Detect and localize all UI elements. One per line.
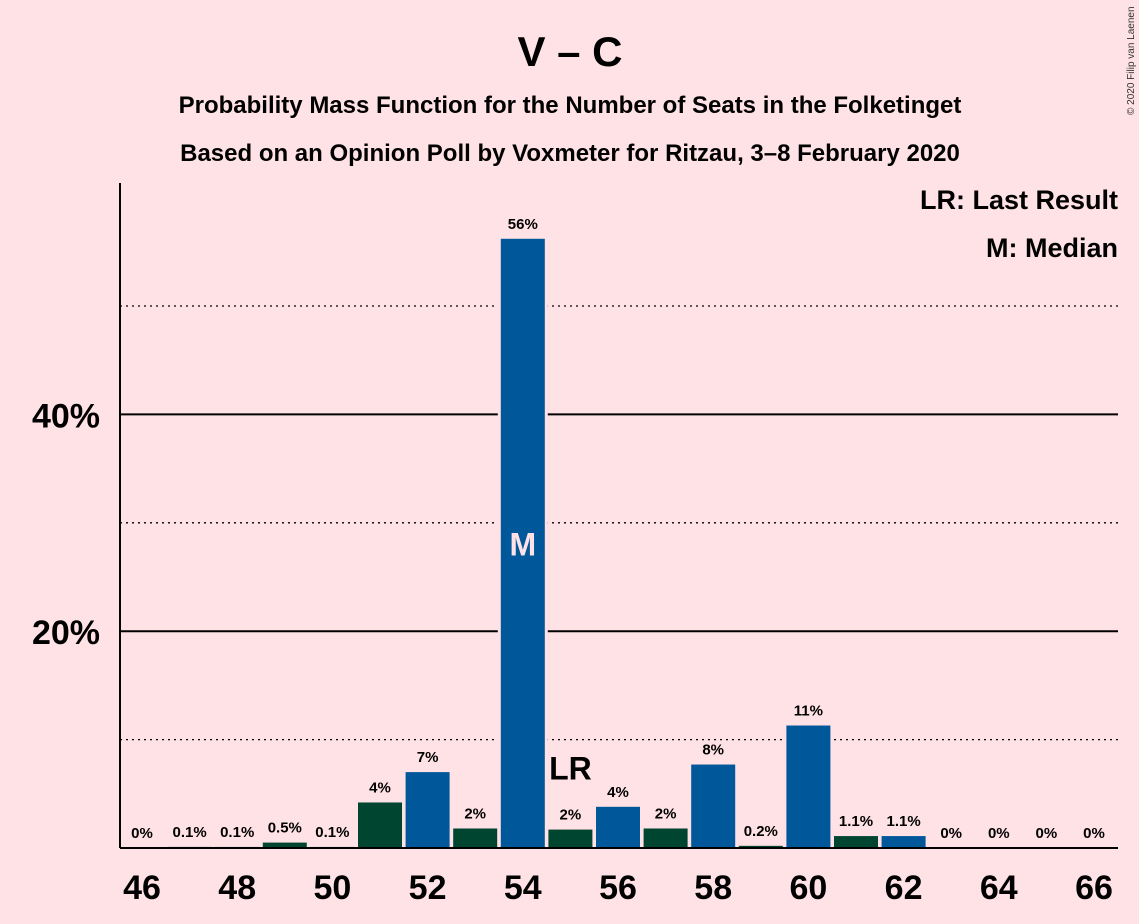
data-label-64: 0%	[988, 825, 1010, 842]
bar-60	[786, 725, 831, 848]
bar-halo-59	[735, 842, 786, 848]
bar-55	[548, 829, 593, 848]
legend-median: M: Median	[986, 233, 1118, 263]
bar-61	[834, 836, 878, 848]
bar-52	[405, 772, 450, 848]
bar-58	[691, 764, 736, 848]
x-tick-labels: 46 48 50 52 54 56 58 60 62 64 66	[123, 869, 1113, 907]
data-label-49: 0.5%	[268, 820, 302, 837]
bars	[164, 235, 929, 849]
bar-53	[453, 828, 498, 848]
data-label-61: 1.1%	[839, 813, 873, 830]
bar-56	[596, 806, 640, 848]
grid-lines	[120, 305, 1118, 741]
legend-last-result: LR: Last Result	[920, 185, 1118, 215]
data-label-46: 0%	[131, 825, 153, 842]
copyright-notice: © 2020 Filip van Laenen	[1126, 6, 1137, 115]
data-label-55: 2%	[560, 807, 582, 824]
chart-subtitle-1: Probability Mass Function for the Number…	[179, 92, 962, 119]
data-label-58: 8%	[702, 742, 724, 759]
data-labels: 0% 0.1% 0.1% 0.5% 0.1% 4% 7% 2% 56% 2% 4% 2% 8% 0.2% 1…	[131, 216, 1105, 842]
x-tick-label-60: 60	[789, 869, 827, 907]
median-marker: M	[509, 526, 536, 562]
bar-halo-47	[164, 843, 215, 848]
data-label-51: 4%	[369, 779, 391, 796]
x-tick-label-62: 62	[885, 869, 923, 907]
bar-49	[262, 842, 307, 848]
data-label-59: 0.2%	[744, 823, 778, 840]
data-label-66: 0%	[1083, 825, 1105, 842]
data-label-53: 2%	[464, 805, 486, 822]
bar-57	[643, 828, 688, 848]
bar-halo-48	[212, 843, 263, 848]
data-label-62: 1.1%	[886, 813, 920, 830]
last-result-marker: LR	[549, 751, 592, 787]
y-tick-label-40: 40%	[32, 397, 100, 435]
data-label-52: 7%	[417, 749, 439, 766]
x-tick-label-64: 64	[980, 869, 1018, 907]
bar-54	[500, 238, 545, 849]
bar-62	[881, 836, 926, 848]
data-label-65: 0%	[1036, 825, 1058, 842]
data-label-50: 0.1%	[315, 824, 349, 841]
bar-51	[358, 802, 402, 848]
y-tick-label-20: 20%	[32, 614, 100, 652]
data-label-56: 4%	[607, 784, 629, 801]
x-tick-label-58: 58	[694, 869, 732, 907]
x-tick-label-66: 66	[1075, 869, 1113, 907]
axes	[119, 183, 1118, 849]
x-tick-label-48: 48	[218, 869, 256, 907]
x-tick-label-56: 56	[599, 869, 637, 907]
x-tick-label-52: 52	[409, 869, 447, 907]
chart-subtitle-2: Based on an Opinion Poll by Voxmeter for…	[180, 140, 960, 167]
bar-59	[738, 845, 783, 848]
bar-halo-50	[307, 843, 358, 848]
data-label-48: 0.1%	[220, 824, 254, 841]
data-label-54: 56%	[508, 216, 538, 233]
data-label-63: 0%	[940, 825, 962, 842]
x-tick-label-54: 54	[504, 869, 542, 907]
chart-title: V – C	[517, 28, 622, 75]
x-tick-label-50: 50	[313, 869, 351, 907]
x-tick-label-46: 46	[123, 869, 161, 907]
data-label-60: 11%	[794, 703, 823, 720]
y-tick-labels: 20% 40%	[32, 397, 100, 652]
data-label-57: 2%	[655, 805, 677, 822]
data-label-47: 0.1%	[172, 824, 206, 841]
